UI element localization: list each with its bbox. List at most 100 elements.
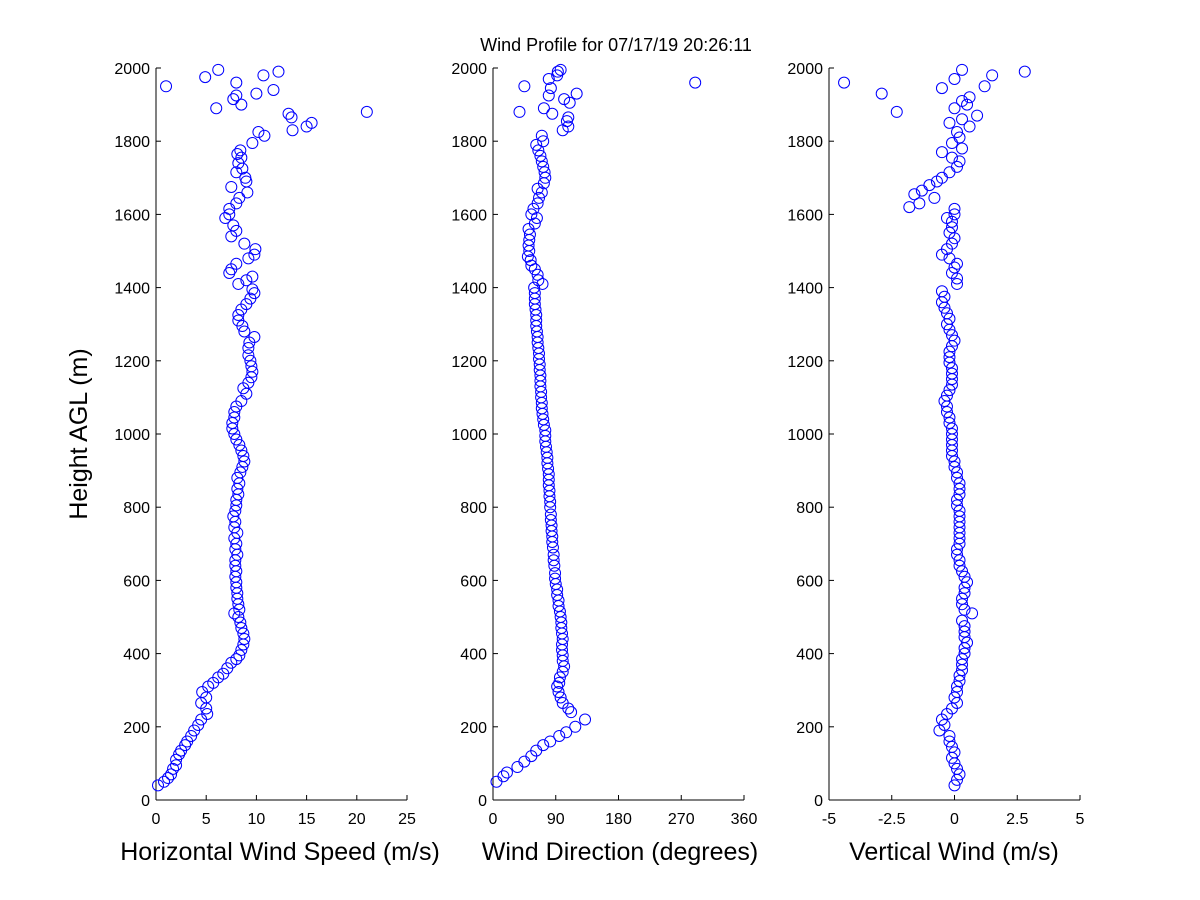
data-point xyxy=(953,559,966,572)
data-point xyxy=(553,676,566,689)
data-point xyxy=(958,570,971,583)
data-point xyxy=(230,224,243,237)
data-point xyxy=(951,277,964,290)
data-point xyxy=(1018,65,1031,78)
y-tick-label: 1000 xyxy=(451,427,487,444)
data-point xyxy=(231,471,244,484)
data-point xyxy=(233,438,246,451)
data-point xyxy=(945,740,958,753)
data-point xyxy=(201,707,214,720)
data-point xyxy=(948,779,961,792)
data-point xyxy=(951,493,964,506)
data-point xyxy=(943,166,956,179)
data-point xyxy=(953,768,966,781)
x-tick-label: 20 xyxy=(348,811,366,828)
data-point xyxy=(943,252,956,265)
x-tick-label: 180 xyxy=(605,811,632,828)
data-point xyxy=(953,669,966,682)
data-point xyxy=(956,592,969,605)
data-point xyxy=(232,611,245,623)
data-point xyxy=(511,761,524,774)
data-point xyxy=(549,567,562,580)
x-tick-label: 0 xyxy=(489,811,498,828)
data-point xyxy=(875,87,888,100)
y-tick-label: 1800 xyxy=(114,134,150,151)
data-point xyxy=(961,576,974,589)
data-point xyxy=(547,548,560,561)
data-point xyxy=(532,274,545,287)
data-point xyxy=(553,729,566,742)
data-point xyxy=(951,471,964,484)
data-point xyxy=(532,144,545,157)
data-point xyxy=(958,620,971,633)
data-point xyxy=(953,477,966,490)
data-point xyxy=(246,270,259,283)
y-tick-label: 200 xyxy=(796,720,823,737)
data-point xyxy=(528,281,541,294)
data-point xyxy=(242,349,255,362)
data-point xyxy=(238,455,251,468)
y-tick-label: 2000 xyxy=(114,61,150,78)
data-point xyxy=(953,510,966,523)
data-point xyxy=(579,713,592,726)
y-tick-label: 1200 xyxy=(114,354,150,371)
data-point xyxy=(956,94,969,107)
data-point xyxy=(938,290,951,303)
data-point xyxy=(518,755,531,768)
data-point xyxy=(535,186,548,199)
data-point xyxy=(943,417,956,430)
data-point xyxy=(958,625,971,638)
data-point xyxy=(943,384,956,397)
data-point xyxy=(249,243,262,256)
data-point xyxy=(167,762,180,775)
data-point xyxy=(162,772,175,785)
data-point xyxy=(945,329,958,342)
data-point xyxy=(272,65,285,78)
data-point xyxy=(958,647,971,660)
data-point xyxy=(961,636,974,649)
data-point xyxy=(570,87,583,100)
data-point xyxy=(544,735,557,748)
data-point xyxy=(951,257,964,270)
data-point xyxy=(546,107,559,120)
data-point xyxy=(958,603,971,616)
data-point xyxy=(943,411,956,424)
data-point xyxy=(227,510,240,523)
x-axis-label: Wind Direction (degrees) xyxy=(482,838,759,866)
data-point xyxy=(242,376,255,389)
data-point xyxy=(242,252,255,265)
data-point xyxy=(544,508,557,521)
x-tick-label: 0 xyxy=(152,811,161,828)
data-point xyxy=(542,72,555,85)
data-point xyxy=(951,160,964,173)
data-point xyxy=(923,179,936,192)
data-point xyxy=(199,71,212,84)
data-point xyxy=(940,406,953,419)
y-tick-label: 200 xyxy=(123,720,150,737)
data-point xyxy=(240,175,253,188)
data-point xyxy=(227,219,240,232)
panel-3: 0 200 400 600 800 1000 1200 1400 1600 1800 2000 -5 -… xyxy=(787,61,1084,866)
data-point xyxy=(212,63,225,76)
data-point xyxy=(230,257,243,270)
data-point xyxy=(235,444,248,457)
x-tick-label: -2.5 xyxy=(878,811,906,828)
data-point xyxy=(956,614,969,627)
data-point xyxy=(958,587,971,600)
data-point xyxy=(158,775,171,788)
data-point xyxy=(913,197,926,210)
y-tick-label: 200 xyxy=(460,720,487,737)
data-point xyxy=(943,351,956,364)
data-point xyxy=(943,312,956,325)
y-tick-label: 1400 xyxy=(114,281,150,298)
x-tick-label: 10 xyxy=(248,811,266,828)
data-point xyxy=(210,102,223,115)
data-point xyxy=(945,137,958,150)
data-point xyxy=(945,367,958,380)
data-point xyxy=(956,658,969,671)
data-point xyxy=(234,466,247,479)
data-point xyxy=(244,354,257,367)
data-point xyxy=(237,449,250,462)
data-point xyxy=(928,191,941,204)
